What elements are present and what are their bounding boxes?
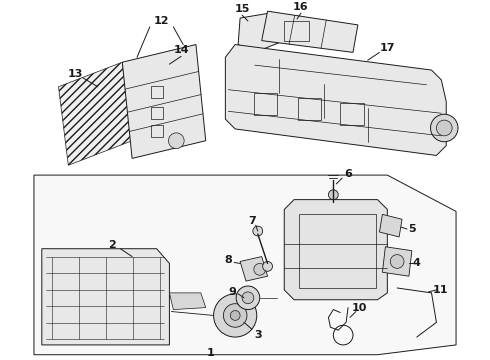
Text: 9: 9 bbox=[228, 287, 236, 297]
Bar bbox=[298, 98, 321, 120]
Polygon shape bbox=[58, 62, 132, 165]
Text: 15: 15 bbox=[234, 4, 250, 14]
Polygon shape bbox=[170, 293, 206, 310]
Text: 3: 3 bbox=[254, 330, 262, 340]
Circle shape bbox=[236, 286, 260, 310]
Polygon shape bbox=[255, 54, 432, 96]
Polygon shape bbox=[284, 200, 387, 300]
Text: 16: 16 bbox=[293, 2, 309, 12]
Polygon shape bbox=[122, 45, 206, 158]
Text: 6: 6 bbox=[344, 169, 352, 179]
Bar bbox=[340, 103, 364, 125]
Bar bbox=[284, 21, 309, 41]
Text: 8: 8 bbox=[224, 256, 232, 265]
Polygon shape bbox=[379, 214, 402, 237]
Polygon shape bbox=[262, 11, 358, 53]
Circle shape bbox=[431, 114, 458, 142]
Text: 10: 10 bbox=[352, 303, 368, 312]
Circle shape bbox=[328, 190, 338, 200]
Polygon shape bbox=[34, 175, 456, 355]
Circle shape bbox=[254, 264, 266, 275]
Text: 5: 5 bbox=[408, 224, 416, 234]
Bar bbox=[254, 93, 277, 115]
Bar bbox=[151, 125, 163, 137]
Circle shape bbox=[223, 304, 247, 327]
Polygon shape bbox=[238, 13, 279, 53]
Polygon shape bbox=[42, 249, 170, 345]
Bar bbox=[151, 86, 163, 98]
Polygon shape bbox=[225, 45, 446, 156]
Circle shape bbox=[230, 311, 240, 320]
Text: 2: 2 bbox=[109, 240, 116, 250]
Circle shape bbox=[214, 294, 257, 337]
Text: 13: 13 bbox=[68, 69, 83, 79]
Circle shape bbox=[242, 292, 254, 304]
Circle shape bbox=[263, 261, 272, 271]
Text: 4: 4 bbox=[413, 258, 421, 269]
Text: 17: 17 bbox=[380, 44, 395, 54]
Circle shape bbox=[437, 120, 452, 136]
Bar bbox=[151, 107, 163, 119]
Circle shape bbox=[253, 226, 263, 236]
Text: 14: 14 bbox=[173, 45, 189, 55]
Text: 11: 11 bbox=[433, 285, 448, 295]
Circle shape bbox=[169, 133, 184, 149]
Text: 12: 12 bbox=[154, 16, 170, 26]
Text: 1: 1 bbox=[207, 348, 215, 358]
Circle shape bbox=[390, 255, 404, 268]
Polygon shape bbox=[240, 257, 268, 281]
Bar bbox=[299, 214, 375, 288]
Text: 7: 7 bbox=[248, 216, 256, 226]
Polygon shape bbox=[382, 247, 412, 276]
